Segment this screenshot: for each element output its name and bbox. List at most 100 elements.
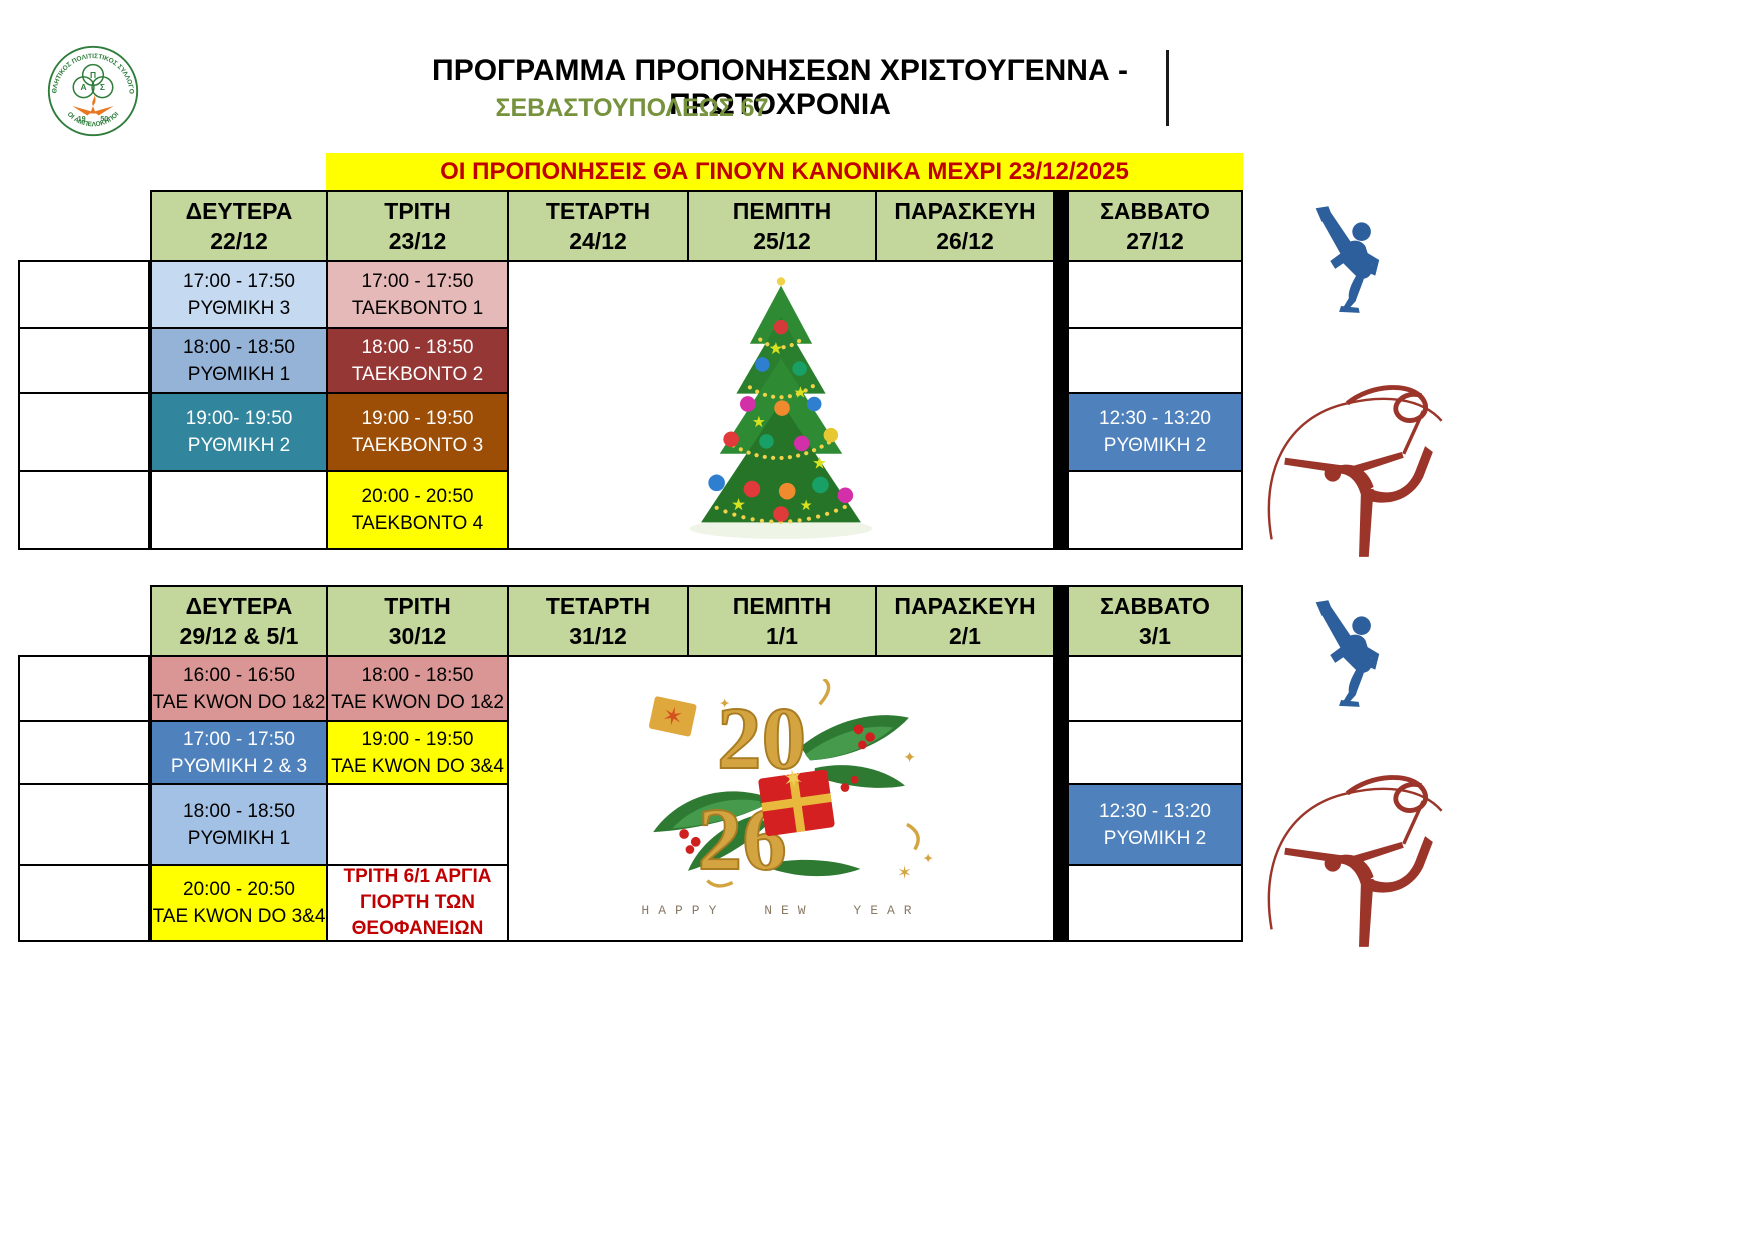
saturday-divider-bar — [1055, 587, 1067, 940]
week1-monday-slot-3: 19:00- 19:50 ΡΥΘΜΙΚΗ 2 — [152, 394, 326, 470]
day-name: ΣΑΒΒΑΤΟ — [1100, 593, 1210, 619]
gymnast-silhouette-icon — [1267, 385, 1443, 557]
week1-saturday-slot-4 — [1069, 472, 1241, 548]
day-date: 30/12 — [388, 623, 447, 649]
slot-label: ΤΑΕ KWON DO 3&4 — [152, 906, 326, 927]
week1-monday-slot-4 — [152, 472, 326, 548]
week2-tuesday-slot-1: 18:00 - 18:50 ΤΑΕ KWON DO 1&2 — [328, 657, 507, 720]
svg-text:✶: ✶ — [897, 863, 912, 883]
week2-left-strip — [18, 655, 150, 942]
week2-header-tuesday: ΤΡΙΤΗ 30/12 — [328, 587, 507, 655]
week2-monday-slot-1: 16:00 - 16:50 ΤΑΕ KWON DO 1&2 — [152, 657, 326, 720]
week2-saturday-slot-4 — [1069, 866, 1241, 940]
week2-header-saturday: ΣΑΒΒΑΤΟ 3/1 — [1069, 587, 1241, 655]
day-date: 26/12 — [936, 228, 994, 254]
slot-label: ΤΑΕΚΒΟΝΤΟ 3 — [351, 435, 484, 456]
slot-label: ΤΑΕ KWON DO 1&2 — [331, 691, 504, 713]
logo-year-left: 19 — [78, 116, 86, 123]
empty-cell — [20, 866, 148, 940]
slot-time: 19:00- 19:50 — [185, 408, 293, 429]
gymnast-silhouette-icon — [1267, 775, 1443, 947]
day-date: 3/1 — [1139, 623, 1171, 649]
slot-time: 19:00 - 19:50 — [361, 728, 474, 750]
slot-time: 17:00 - 17:50 — [183, 270, 295, 292]
week1-tuesday-slot-3: 19:00 - 19:50 ΤΑΕΚΒΟΝΤΟ 3 — [328, 394, 507, 470]
slot-label: ΡΥΘΜΙΚΗ 1 — [187, 827, 291, 849]
week2-tuesday-slot-2: 19:00 - 19:50 ΤΑΕ KWON DO 3&4 — [328, 722, 507, 783]
week2-monday-slot-2: 17:00 - 17:50 ΡΥΘΜΙΚΗ 2 & 3 — [152, 722, 326, 783]
day-date: 24/12 — [569, 228, 627, 254]
slot-label: ΡΥΘΜΙΚΗ 2 — [1103, 827, 1207, 849]
week2-header-friday: ΠΑΡΑΣΚΕΥΗ 2/1 — [877, 587, 1053, 655]
day-name: ΣΑΒΒΑΤΟ — [1100, 198, 1210, 224]
new-year-2026-image: 20 26 ✶ ✶ ✦ — [648, 679, 934, 890]
christmas-tree-image: ★ ★ ★ ★ ★ ★ — [689, 277, 873, 539]
week2-header-thursday: ΠΕΜΠΤΗ 1/1 — [689, 587, 875, 655]
day-name: ΠΑΡΑΣΚΕΥΗ — [894, 593, 1036, 619]
empty-cell — [20, 657, 148, 720]
day-name: ΔΕΥΤΕΡΑ — [185, 593, 293, 619]
logo-letter-sigma: Σ — [100, 82, 105, 92]
svg-text:★: ★ — [752, 414, 766, 431]
day-name: ΠΕΜΠΤΗ — [732, 198, 832, 224]
week1-header-tuesday: ΤΡΙΤΗ 23/12 — [328, 192, 507, 260]
day-name: ΠΑΡΑΣΚΕΥΗ — [894, 198, 1036, 224]
svg-text:★: ★ — [793, 385, 807, 402]
svg-text:✦: ✦ — [719, 696, 731, 711]
week1-table: ΔΕΥΤΕΡΑ 22/12 ΤΡΙΤΗ 23/12 ΤΕΤΑΡΤΗ 24/12 … — [150, 190, 1243, 550]
empty-cell — [20, 329, 148, 392]
slot-time: 20:00 - 20:50 — [183, 879, 295, 900]
slot-time: 18:00 - 18:50 — [183, 336, 295, 358]
slot-label: ΤΑΕ KWON DO 3&4 — [331, 755, 504, 777]
club-logo: ΑΘΛΗΤΙΚΟΣ ΠΟΛΙΤΙΣΤΙΚΟΣ ΣΥΛΛΟΓΟΣ ΟΙ ΑΜΠΕΛ… — [46, 44, 139, 137]
week1-header-friday: ΠΑΡΑΣΚΕΥΗ 26/12 — [877, 192, 1053, 260]
notice-banner: ΟΙ ΠΡΟΠΟΝΗΣΕΙΣ ΘΑ ΓΙΝΟΥΝ ΚΑΝΟΝΙΚΑ ΜΕΧΡΙ … — [326, 153, 1243, 190]
empty-cell — [20, 472, 148, 548]
week1-header-thursday: ΠΕΜΠΤΗ 25/12 — [689, 192, 875, 260]
week1-header-wednesday: ΤΕΤΑΡΤΗ 24/12 — [509, 192, 687, 260]
day-date: 31/12 — [569, 623, 627, 649]
slot-time: 12:30 - 13:20 — [1099, 800, 1211, 822]
slot-time: 18:00 - 18:50 — [361, 664, 474, 686]
holiday-note-line: ΓΙΟΡΤΗ ΤΩΝ — [360, 892, 475, 913]
holiday-note-line: ΤΡΙΤΗ 6/1 ΑΡΓΙΑ — [343, 866, 492, 887]
week2-tuesday-holiday-note: ΤΡΙΤΗ 6/1 ΑΡΓΙΑ ΓΙΟΡΤΗ ΤΩΝ ΘΕΟΦΑΝΕΙΩΝ — [328, 866, 507, 940]
svg-text:✦: ✦ — [922, 851, 934, 866]
svg-text:★: ★ — [769, 339, 784, 358]
slot-label: ΤΑΕΚΒΟΝΤΟ 4 — [351, 513, 484, 534]
week1-header-saturday: ΣΑΒΒΑΤΟ 27/12 — [1069, 192, 1241, 260]
week1-monday-slot-2: 18:00 - 18:50 ΡΥΘΜΙΚΗ 1 — [152, 329, 326, 392]
svg-text:★: ★ — [731, 495, 746, 514]
taekwondo-silhouette-icon — [1315, 206, 1380, 313]
week1-tuesday-slot-4: 20:00 - 20:50 ΤΑΕΚΒΟΝΤΟ 4 — [328, 472, 507, 548]
logo-letter-alpha: Α — [81, 82, 87, 92]
week1-saturday-slot-3: 12:30 - 13:20 ΡΥΘΜΙΚΗ 2 — [1069, 394, 1241, 470]
saturday-divider-bar — [1055, 192, 1067, 548]
day-date: 27/12 — [1126, 228, 1184, 254]
svg-text:✶: ✶ — [781, 764, 806, 795]
week1-saturday-slot-1 — [1069, 262, 1241, 327]
taekwondo-silhouette-icon — [1315, 600, 1380, 707]
day-name: ΔΕΥΤΕΡΑ — [185, 198, 293, 224]
slot-label: ΤΑΕΚΒΟΝΤΟ 2 — [351, 363, 484, 385]
slot-label: ΤΑΕΚΒΟΝΤΟ 1 — [351, 297, 484, 319]
slot-time: 17:00 - 17:50 — [183, 728, 295, 750]
week1-saturday-slot-2 — [1069, 329, 1241, 392]
slot-time: 12:30 - 13:20 — [1099, 408, 1211, 429]
slot-time: 16:00 - 16:50 — [183, 664, 295, 686]
day-name: ΤΡΙΤΗ — [384, 198, 451, 224]
logo-torch-icon — [72, 92, 114, 116]
svg-text:★: ★ — [800, 498, 813, 514]
week2-holiday-area: 20 26 ✶ ✶ ✦ — [509, 657, 1053, 940]
week2-monday-slot-3: 18:00 - 18:50 ΡΥΘΜΙΚΗ 1 — [152, 785, 326, 864]
slot-label: ΡΥΘΜΙΚΗ 2 — [187, 435, 291, 456]
day-date: 22/12 — [210, 228, 268, 254]
week2-saturday-slot-1 — [1069, 657, 1241, 720]
slot-time: 17:00 - 17:50 — [361, 270, 474, 292]
week2-table: ΔΕΥΤΕΡΑ 29/12 & 5/1 ΤΡΙΤΗ 30/12 ΤΕΤΑΡΤΗ … — [150, 585, 1243, 942]
slot-label: ΤΑΕ KWON DO 1&2 — [152, 691, 326, 713]
day-name: ΠΕΜΠΤΗ — [732, 593, 832, 619]
day-name: ΤΡΙΤΗ — [384, 593, 451, 619]
day-name: ΤΕΤΑΡΤΗ — [545, 593, 651, 619]
